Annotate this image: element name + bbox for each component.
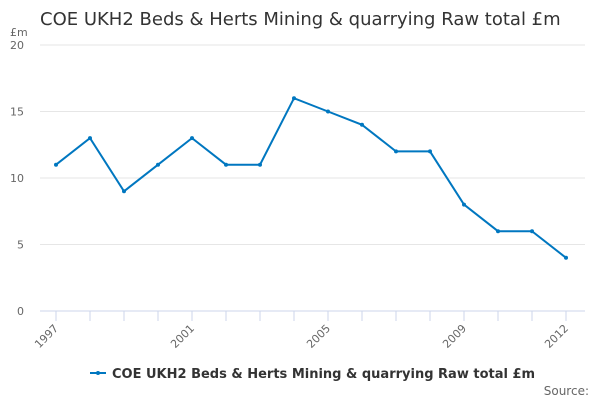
- y-axis-label: £m: [10, 26, 28, 39]
- y-tick-label: 5: [17, 239, 24, 252]
- x-tick-label: 2009: [440, 322, 469, 351]
- data-point: [258, 162, 262, 167]
- data-point: [292, 96, 296, 101]
- x-tick-label: 2005: [304, 322, 333, 351]
- x-tick-label: 2001: [168, 322, 197, 351]
- legend-item: COE UKH2 Beds & Herts Mining & quarrying…: [112, 367, 535, 382]
- data-point: [54, 162, 58, 167]
- data-point: [156, 162, 160, 167]
- data-point: [496, 229, 500, 234]
- y-tick-label: 20: [10, 39, 24, 52]
- x-tick-label: 1997: [32, 322, 61, 351]
- y-tick-label: 10: [10, 172, 24, 185]
- data-point: [530, 229, 534, 234]
- data-point: [326, 109, 330, 114]
- data-point: [88, 136, 92, 141]
- data-point: [190, 136, 194, 141]
- data-point: [394, 149, 398, 154]
- legend-marker-icon: [96, 371, 100, 375]
- legend[interactable]: COE UKH2 Beds & Herts Mining & quarrying…: [90, 367, 535, 382]
- chart-title: COE UKH2 Beds & Herts Mining & quarrying…: [40, 9, 561, 30]
- data-point: [428, 149, 432, 154]
- data-point: [564, 255, 568, 260]
- y-tick-label: 0: [17, 305, 24, 318]
- data-point: [360, 122, 364, 127]
- data-point: [224, 162, 228, 167]
- source-text: Source:: [544, 384, 589, 398]
- data-point: [122, 189, 126, 194]
- x-tick-label: 2012: [542, 322, 571, 351]
- y-tick-label: 15: [10, 106, 24, 119]
- series-line: [55, 96, 567, 259]
- data-point: [462, 202, 466, 207]
